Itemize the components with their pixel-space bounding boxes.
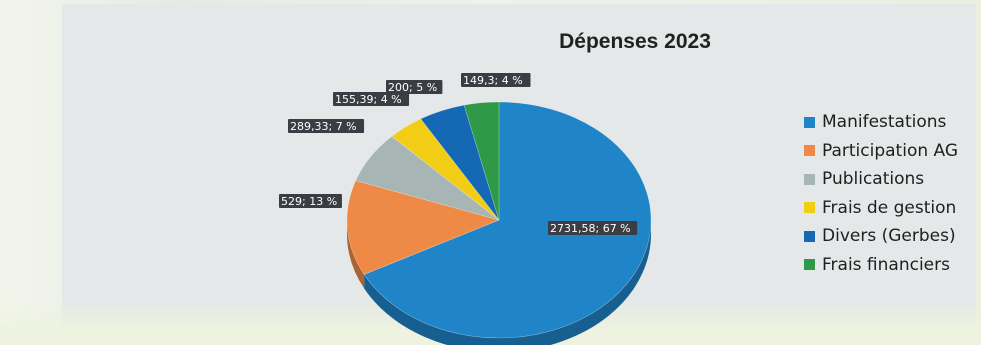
pie-slice: [420, 104, 500, 221]
legend-swatch: [804, 116, 815, 128]
data-label: 289,33; 7 %: [290, 120, 357, 133]
legend-item: Frais de gestion: [804, 194, 958, 223]
legend-label: Frais financiers: [822, 254, 950, 275]
legend-swatch: [804, 173, 815, 185]
legend-label: Divers (Gerbes): [822, 226, 956, 247]
legend-label: Frais de gestion: [822, 197, 957, 218]
chart-legend: Manifestations Participation AG Publicat…: [804, 108, 958, 279]
legend-item: Manifestations: [804, 108, 958, 137]
data-label-box: [279, 194, 342, 208]
data-label-box: [461, 73, 531, 87]
legend-swatch: [804, 259, 815, 271]
data-label-box: [288, 119, 365, 133]
pie-top-group: [346, 101, 652, 339]
data-label-box: [386, 80, 443, 94]
legend-swatch: [804, 145, 815, 157]
data-label: 200; 5 %: [388, 81, 437, 94]
pie-slice: [363, 101, 652, 339]
data-label: 149,3; 4 %: [463, 74, 523, 87]
legend-item: Participation AG: [804, 137, 958, 166]
legend-label: Participation AG: [822, 140, 959, 161]
legend-label: Manifestations: [822, 112, 947, 133]
pie-slice: [355, 135, 500, 221]
pie-slice-side: [347, 220, 365, 289]
data-label: 155,39; 4 %: [335, 93, 402, 106]
pie-slice: [346, 180, 500, 275]
legend-item: Frais financiers: [804, 251, 958, 280]
pie-slice: [391, 118, 500, 221]
data-label-group: 2731,58; 67 % 529; 13 % 289,33; 7 % 155,39;…: [279, 73, 638, 235]
legend-item: Publications: [804, 165, 958, 194]
chart-title: Dépenses 2023: [559, 30, 711, 53]
pie-side-group: [347, 220, 651, 345]
data-label-box: [548, 221, 638, 235]
data-label-box: [333, 92, 410, 106]
pie-slice: [463, 101, 500, 221]
legend-item: Divers (Gerbes): [804, 222, 958, 251]
legend-label: Publications: [822, 169, 925, 190]
data-label: 529; 13 %: [281, 195, 337, 208]
data-label: 2731,58; 67 %: [550, 222, 631, 235]
legend-swatch: [804, 202, 815, 214]
legend-swatch: [804, 230, 815, 242]
